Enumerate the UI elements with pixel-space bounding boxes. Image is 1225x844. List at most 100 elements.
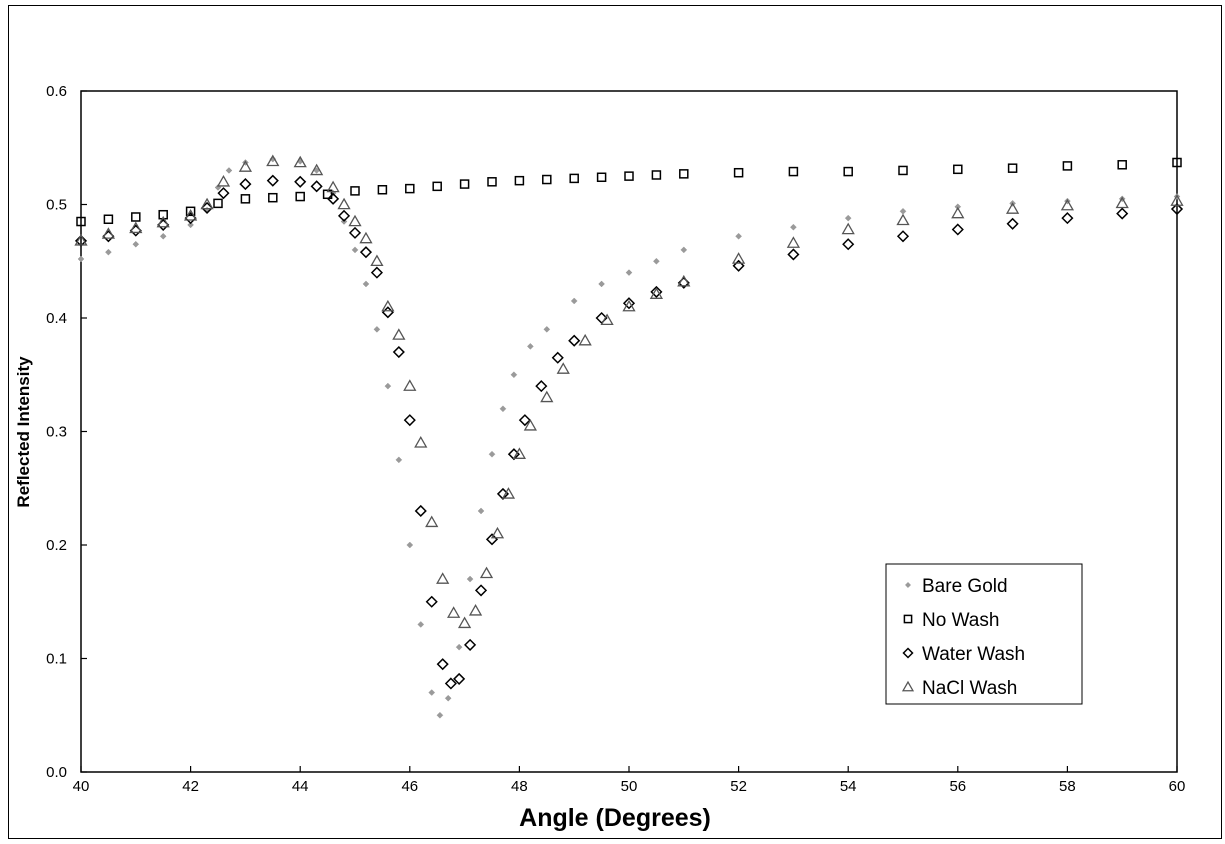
data-point bbox=[74, 234, 88, 247]
data-point bbox=[951, 206, 965, 219]
x-tick-label: 58 bbox=[1059, 778, 1076, 795]
data-point bbox=[899, 207, 907, 215]
data-point bbox=[650, 285, 663, 298]
data-point bbox=[512, 447, 527, 459]
data-point bbox=[649, 287, 664, 299]
x-tick-label: 48 bbox=[511, 778, 528, 795]
data-point bbox=[455, 643, 463, 651]
data-point bbox=[896, 213, 910, 226]
data-point bbox=[556, 362, 570, 374]
y-tick-label: 0.3 bbox=[46, 424, 67, 441]
y-tick-label: 0.6 bbox=[46, 83, 67, 100]
data-point bbox=[896, 230, 910, 243]
data-point bbox=[790, 223, 797, 231]
x-axis-title: Angle (Degrees) bbox=[519, 804, 711, 832]
data-point bbox=[568, 334, 581, 347]
data-point bbox=[381, 306, 394, 319]
data-point bbox=[1170, 202, 1184, 216]
data-point bbox=[653, 257, 660, 265]
data-point bbox=[395, 456, 403, 464]
data-point bbox=[337, 209, 351, 222]
data-point bbox=[240, 194, 251, 204]
data-point bbox=[733, 167, 744, 178]
y-axis: 0.0 0.1 0.2 0.3 0.4 0.5 0.6 bbox=[46, 83, 87, 781]
data-point bbox=[843, 166, 853, 177]
data-point bbox=[129, 224, 142, 237]
data-point bbox=[735, 232, 742, 240]
data-point bbox=[479, 566, 494, 579]
data-point bbox=[362, 280, 370, 288]
data-point bbox=[350, 186, 360, 196]
data-point bbox=[474, 584, 488, 597]
legend-marker bbox=[904, 581, 912, 589]
data-point bbox=[731, 252, 746, 264]
data-point bbox=[392, 345, 405, 359]
data-point bbox=[403, 414, 416, 427]
data-point bbox=[1172, 157, 1182, 168]
legend-marker bbox=[902, 647, 914, 659]
x-tick-label: 40 bbox=[73, 778, 90, 795]
data-point bbox=[464, 638, 477, 651]
y-tick-label: 0.2 bbox=[46, 537, 67, 554]
data-point bbox=[595, 311, 608, 325]
data-point bbox=[787, 248, 800, 261]
data-point bbox=[841, 222, 855, 235]
data-point bbox=[187, 221, 194, 229]
data-point bbox=[425, 595, 438, 608]
data-point bbox=[487, 177, 497, 187]
data-point bbox=[444, 677, 457, 690]
data-point bbox=[436, 572, 450, 584]
data-point bbox=[1062, 161, 1073, 171]
data-point bbox=[266, 154, 280, 167]
data-point bbox=[951, 223, 964, 236]
data-point bbox=[1005, 202, 1020, 214]
data-point bbox=[216, 174, 231, 187]
data-point bbox=[105, 248, 112, 256]
data-point bbox=[373, 325, 381, 333]
data-point bbox=[414, 504, 427, 518]
data-point bbox=[131, 212, 141, 222]
legend-marker bbox=[903, 614, 913, 624]
data-point bbox=[359, 231, 373, 244]
data-point bbox=[477, 507, 485, 515]
data-point bbox=[1117, 160, 1127, 170]
series-layer bbox=[74, 154, 1184, 719]
data-point bbox=[600, 313, 614, 326]
data-point bbox=[183, 209, 198, 221]
data-point bbox=[732, 259, 745, 272]
data-point bbox=[129, 221, 143, 234]
data-point bbox=[624, 171, 634, 181]
legend-label: Bare Gold bbox=[922, 576, 1008, 597]
data-point bbox=[293, 155, 307, 168]
data-point bbox=[596, 172, 607, 183]
data-point bbox=[468, 604, 483, 616]
data-point bbox=[295, 191, 305, 202]
data-point bbox=[406, 541, 414, 549]
data-point bbox=[523, 419, 537, 431]
data-point bbox=[381, 299, 395, 312]
data-point bbox=[77, 255, 85, 263]
x-tick-label: 44 bbox=[292, 778, 309, 795]
data-point bbox=[266, 174, 279, 187]
data-point bbox=[786, 236, 801, 248]
data-point bbox=[238, 160, 253, 172]
data-point bbox=[542, 174, 552, 185]
data-point bbox=[499, 405, 507, 413]
y-tick-label: 0.1 bbox=[46, 651, 67, 668]
x-tick-label: 52 bbox=[730, 778, 747, 795]
data-point bbox=[514, 175, 525, 186]
data-point bbox=[337, 197, 351, 210]
data-point bbox=[310, 163, 324, 176]
data-point bbox=[570, 297, 578, 305]
data-point bbox=[351, 246, 359, 254]
data-point bbox=[200, 197, 214, 210]
data-point bbox=[622, 297, 636, 310]
data-point bbox=[677, 274, 691, 287]
data-point bbox=[103, 214, 114, 225]
series-no-wash bbox=[76, 157, 1182, 227]
data-point bbox=[488, 450, 496, 458]
data-point bbox=[156, 215, 170, 228]
data-point bbox=[348, 214, 362, 227]
data-point bbox=[625, 269, 633, 276]
